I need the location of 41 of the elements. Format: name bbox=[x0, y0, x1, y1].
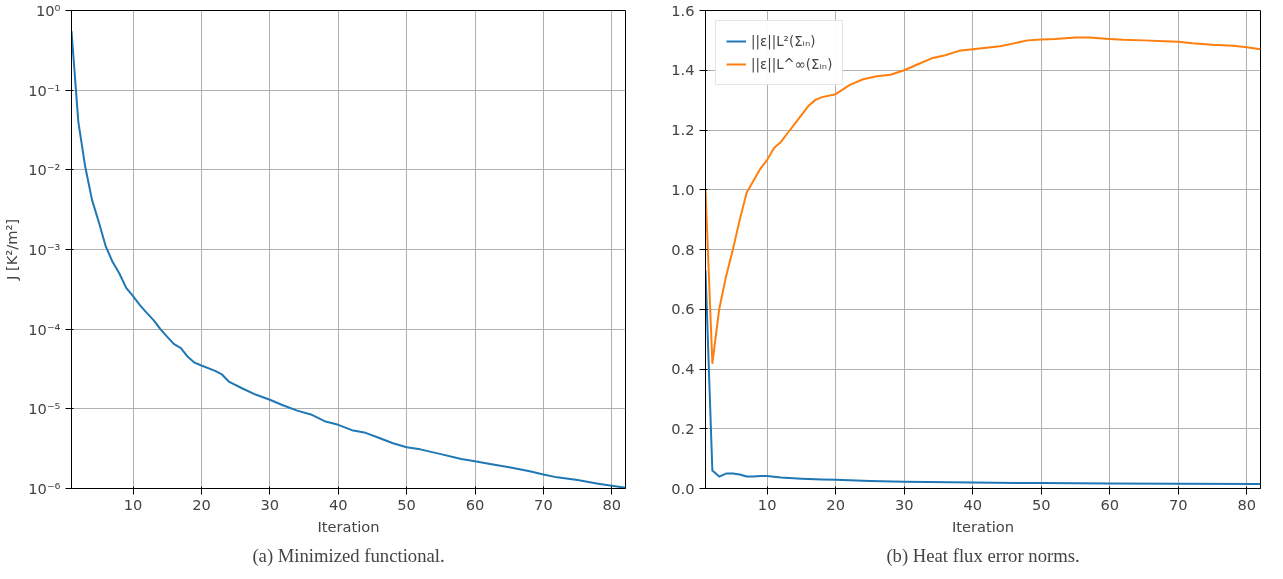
x-tick-label: 70 bbox=[1168, 495, 1188, 513]
x-tick-label: 10 bbox=[123, 495, 143, 513]
line-series bbox=[705, 36, 1261, 365]
legend-label: ||ε||L^∞(Σᵢₙ) bbox=[751, 56, 833, 72]
y-tick-label: 10⁻⁶ bbox=[28, 480, 61, 497]
line-series bbox=[705, 269, 1261, 486]
x-tick-label: 40 bbox=[963, 495, 983, 513]
y-tick-label: 10⁰ bbox=[35, 2, 61, 19]
y-tick-label: 0.2 bbox=[671, 419, 695, 437]
y-tick-label: 1.6 bbox=[671, 1, 695, 19]
y-axis-title: J [K²/m²] bbox=[3, 219, 21, 281]
legend-label: ||ε||L²(Σᵢₙ) bbox=[751, 33, 816, 49]
y-tick-label: 1.4 bbox=[671, 61, 695, 79]
x-tick-label: 70 bbox=[534, 495, 553, 513]
y-tick-label: 0.4 bbox=[671, 360, 695, 377]
x-tick-label: 30 bbox=[894, 495, 914, 513]
y-tick-label: 10⁻² bbox=[28, 161, 61, 179]
x-axis-title: Iteration bbox=[317, 517, 380, 535]
x-tick-label: 80 bbox=[1237, 495, 1257, 513]
x-tick-label: 20 bbox=[192, 495, 211, 513]
x-tick-label: 80 bbox=[602, 495, 622, 513]
x-axis-title: Iteration bbox=[951, 517, 1015, 535]
x-tick-label: 30 bbox=[260, 495, 280, 513]
y-tick-label: 10⁻¹ bbox=[28, 81, 61, 99]
x-tick-label: 60 bbox=[465, 495, 485, 513]
y-tick-label: 1.0 bbox=[671, 180, 695, 198]
y-tick-label: 10⁻⁴ bbox=[28, 320, 61, 338]
text: (a) Minimized functional. bbox=[252, 544, 445, 567]
y-tick-label: 10⁻³ bbox=[28, 241, 61, 258]
x-tick-label: 20 bbox=[826, 495, 846, 513]
y-tick-label: 0.6 bbox=[671, 300, 695, 318]
y-tick-label: 1.2 bbox=[671, 121, 695, 138]
y-tick-label: 0.8 bbox=[671, 240, 695, 258]
y-tick-label: 0.0 bbox=[671, 479, 695, 497]
x-tick-label: 60 bbox=[1100, 495, 1120, 513]
x-tick-label: 40 bbox=[328, 495, 348, 513]
x-tick-label: 10 bbox=[757, 495, 777, 513]
text: (b) Heat flux error norms. bbox=[886, 544, 1080, 567]
x-tick-label: 50 bbox=[1031, 495, 1051, 513]
x-tick-label: 50 bbox=[397, 495, 416, 513]
y-tick-label: 10⁻⁵ bbox=[28, 400, 61, 418]
